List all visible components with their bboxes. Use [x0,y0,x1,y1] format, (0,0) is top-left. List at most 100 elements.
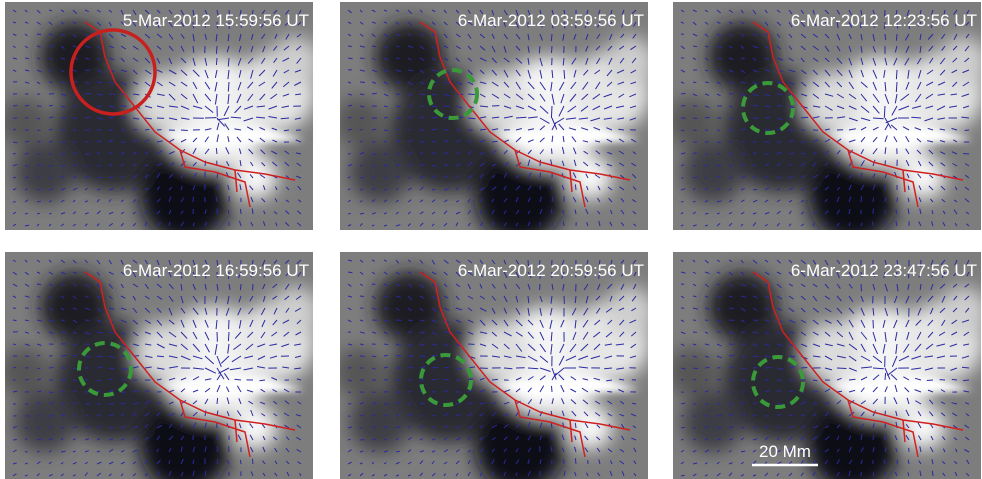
vector [420,130,424,131]
scale-bar-label: 20 Mm [759,442,811,461]
vector [360,415,364,416]
vector [13,320,17,321]
vector [284,130,289,131]
vector [241,209,242,214]
vector [681,439,683,440]
vector [705,320,708,321]
panel-content [335,252,655,479]
vector [932,471,933,476]
vector [348,46,352,47]
vector [360,129,363,130]
vector [216,148,217,154]
magnetogram-panel: 6-Mar-2012 20:59:56 UT [335,252,655,479]
positive-flux [233,155,277,199]
vector [360,427,363,428]
vector [717,154,720,155]
negative-flux [15,142,75,202]
magnetogram-panel: 6-Mar-2012 16:59:56 UT [0,252,320,479]
vector [885,373,886,380]
vector [260,380,266,381]
vector [693,130,697,131]
magnetogram-panel: 6-Mar-2012 03:59:56 UT [335,2,655,242]
vector [765,118,770,119]
vector [49,392,53,393]
vector [133,130,137,131]
vector [235,379,242,380]
vector [121,117,126,118]
vector [777,82,782,83]
vector [729,367,734,368]
positive-flux [270,37,320,87]
vector [741,332,745,333]
vector [480,129,486,130]
vector [37,201,41,202]
vector [873,221,874,226]
vector [217,398,218,404]
vector [396,451,400,452]
vector [801,153,805,154]
vector [228,58,229,67]
vector [927,380,933,381]
vector [216,46,217,54]
vector [61,320,65,321]
vector [25,105,29,106]
vector [540,222,541,226]
vector [540,160,541,166]
vector [552,149,553,155]
vector [789,380,794,381]
vector [348,129,352,130]
vector [384,130,388,131]
vector [837,368,846,369]
vector [896,82,897,92]
vector [765,380,769,381]
vector [801,117,808,118]
vector [372,46,376,47]
vector [693,118,698,119]
vector [801,368,807,369]
magnetogram-panel: 6-Mar-2012 23:47:56 UT [668,252,982,479]
vector [551,471,552,476]
vector [729,308,734,309]
panel-content [668,2,982,242]
vector [49,213,52,214]
vector [911,117,921,118]
vector [360,440,365,441]
vector [73,355,77,356]
vector [348,117,352,118]
vector [552,222,553,226]
vector [741,142,745,143]
vector [741,427,744,428]
vector [61,332,66,333]
vector [13,154,16,155]
vector [49,46,53,47]
vector [181,130,188,131]
vector [551,34,552,41]
vector [432,117,438,118]
vector [551,209,552,214]
vector [37,34,41,35]
positive-flux [605,287,655,337]
vector [216,58,217,65]
vector [85,117,90,118]
vector [360,213,364,214]
vector [228,332,229,341]
vector [705,367,710,368]
vector [564,70,565,79]
vector [693,201,695,202]
vector [252,209,253,215]
vector [765,320,769,321]
timestamp: 5-Mar-2012 15:59:56 UT [123,11,309,30]
vector [717,142,721,143]
vector [552,386,553,392]
vector [693,166,696,167]
vector [372,284,375,285]
positive-flux [803,322,863,382]
vector [861,284,862,291]
vector [705,82,709,83]
timestamp: 6-Mar-2012 23:47:56 UT [791,261,977,280]
vector [789,356,795,357]
positive-flux [901,405,945,449]
vector [765,368,771,369]
vector [384,355,388,356]
vector [456,380,460,381]
